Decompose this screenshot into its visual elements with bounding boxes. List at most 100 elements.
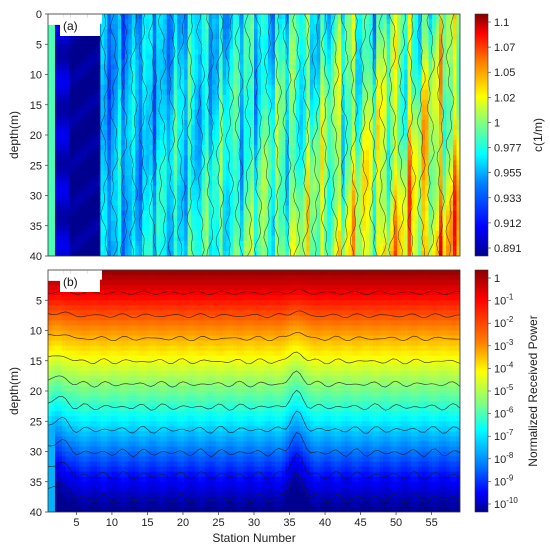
heatmap-a-cell	[128, 145, 133, 151]
heatmap-a-cell	[344, 94, 349, 101]
heatmap-a-cell	[341, 54, 346, 60]
heatmap-a-cell	[222, 109, 227, 116]
heatmap-a-cell	[260, 39, 266, 45]
heatmap-a-cell	[281, 235, 287, 242]
heatmap-a-cell	[351, 220, 356, 227]
heatmap-a-cell	[299, 145, 304, 151]
heatmap-a-cell	[184, 99, 189, 106]
heatmap-a-cell	[247, 109, 252, 116]
heatmap-a-cell	[320, 235, 325, 242]
heatmap-a-cell	[138, 235, 143, 242]
heatmap-a-cell	[278, 119, 283, 126]
heatmap-a-cell	[330, 89, 335, 96]
heatmap-a-cell	[208, 99, 213, 106]
heatmap-a-cell	[75, 114, 81, 121]
heatmap-a-cell	[152, 160, 157, 166]
heatmap-a-cell	[65, 104, 70, 111]
heatmap-a-cell	[386, 215, 391, 222]
heatmap-a-cell	[285, 89, 290, 96]
heatmap-a-cell	[121, 165, 126, 171]
heatmap-a-cell	[281, 140, 287, 146]
heatmap-a-cell	[320, 69, 325, 76]
heatmap-a-cell	[400, 135, 405, 141]
heatmap-a-cell	[274, 140, 280, 146]
heatmap-a-cell	[295, 49, 300, 55]
heatmap-a-cell	[121, 205, 126, 212]
heatmap-a-cell	[149, 245, 154, 252]
heatmap-a-cell	[330, 210, 335, 217]
heatmap-a-cell	[369, 99, 374, 106]
heatmap-a-cell	[355, 180, 360, 187]
heatmap-a-cell	[177, 39, 182, 45]
heatmap-a-cell	[142, 145, 147, 151]
heatmap-a-cell	[149, 74, 154, 81]
heatmap-a-cell	[309, 180, 314, 187]
heatmap-a-cell	[257, 230, 262, 237]
heatmap-a-cell	[110, 215, 115, 222]
heatmap-a-cell	[254, 109, 259, 116]
heatmap-a-cell	[247, 79, 252, 86]
heatmap-a-cell	[222, 39, 227, 45]
heatmap-a-cell	[110, 99, 115, 106]
heatmap-a-cell	[100, 49, 105, 55]
heatmap-a-cell	[222, 200, 227, 207]
heatmap-a-cell	[306, 114, 311, 121]
heatmap-a-cell	[323, 44, 328, 50]
heatmap-a-cell	[243, 119, 248, 126]
heatmap-a-cell	[48, 74, 53, 81]
heatmap-a-cell	[334, 185, 339, 192]
heatmap-a-cell	[54, 180, 60, 187]
heatmap-a-cell	[198, 69, 203, 76]
heatmap-a-cell	[271, 180, 276, 187]
heatmap-a-cell	[278, 180, 283, 187]
heatmap-a-cell	[337, 19, 342, 25]
heatmap-a-cell	[86, 205, 91, 212]
heatmap-a-cell	[334, 119, 339, 126]
heatmap-a-cell	[390, 44, 395, 50]
heatmap-a-cell	[379, 225, 384, 232]
heatmap-a-cell	[365, 84, 370, 91]
heatmap-a-cell	[187, 205, 192, 212]
heatmap-a-cell	[316, 19, 321, 25]
heatmap-a-cell	[233, 230, 238, 237]
heatmap-a-cell	[334, 175, 339, 181]
heatmap-a-cell	[334, 64, 339, 71]
heatmap-a-cell	[288, 205, 294, 212]
heatmap-a-cell	[240, 29, 245, 35]
heatmap-a-cell	[72, 220, 77, 227]
heatmap-a-cell	[173, 34, 178, 40]
heatmap-a-cell	[110, 175, 115, 181]
heatmap-a-cell	[107, 54, 112, 60]
heatmap-a-cell	[135, 114, 140, 121]
heatmap-a-cell	[351, 185, 356, 192]
heatmap-a-cell	[89, 104, 94, 111]
heatmap-a-cell	[306, 49, 311, 55]
heatmap-a-cell	[362, 150, 367, 156]
heatmap-a-cell	[184, 220, 189, 227]
heatmap-a-cell	[240, 170, 245, 176]
heatmap-a-cell	[222, 205, 227, 212]
heatmap-a-cell	[337, 170, 342, 176]
heatmap-a-cell	[407, 89, 412, 96]
heatmap-a-cell	[208, 14, 213, 20]
heatmap-a-cell	[152, 109, 157, 116]
heatmap-a-cell	[61, 185, 67, 192]
heatmap-a-cell	[100, 245, 105, 252]
heatmap-a-cell	[257, 114, 262, 121]
heatmap-a-cell	[299, 215, 304, 222]
heatmap-a-cell	[48, 135, 53, 141]
heatmap-a-cell	[358, 135, 363, 141]
heatmap-a-cell	[271, 94, 276, 101]
heatmap-a-cell	[79, 225, 84, 232]
heatmap-a-cell	[254, 119, 259, 126]
heatmap-a-cell	[170, 14, 175, 20]
heatmap-a-cell	[327, 114, 332, 121]
heatmap-a-cell	[344, 64, 349, 71]
heatmap-a-cell	[236, 225, 241, 232]
heatmap-a-cell	[156, 225, 161, 232]
heatmap-a-cell	[215, 124, 220, 131]
heatmap-a-cell	[58, 160, 63, 166]
heatmap-a-cell	[117, 59, 122, 66]
heatmap-a-cell	[267, 19, 273, 25]
heatmap-a-cell	[117, 89, 122, 96]
